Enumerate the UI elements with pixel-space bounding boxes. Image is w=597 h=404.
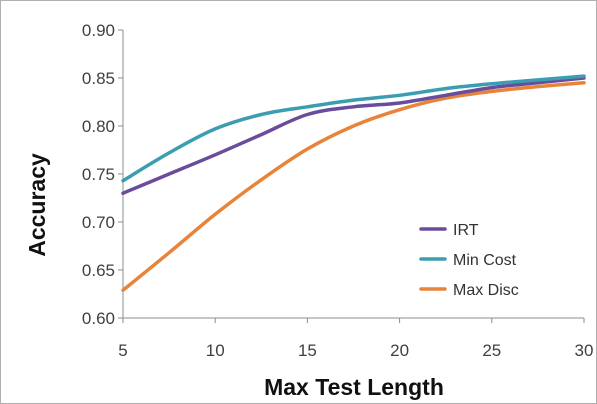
y-axis-title: Accuracy [24, 153, 50, 257]
legend-label-max-disc: Max Disc [453, 282, 519, 299]
x-tick-label: 30 [575, 341, 594, 360]
y-tick-label: 0.60 [82, 309, 115, 328]
series-line-min-cost [121, 74, 586, 183]
series-line-irt [121, 76, 586, 195]
x-tick-label: 25 [482, 341, 501, 360]
x-tick-label: 10 [206, 341, 225, 360]
y-tick-label: 0.75 [82, 165, 115, 184]
plot-area [122, 30, 584, 319]
y-tick-label: 0.80 [82, 117, 115, 136]
series-layer [121, 74, 586, 292]
legend: IRT Min Cost Max Disc [419, 222, 519, 299]
legend-label-irt: IRT [453, 222, 479, 239]
x-axis-title: Max Test Length [264, 374, 444, 400]
y-axis: 0.60 0.65 0.70 0.75 0.80 0.85 0.90 [82, 21, 123, 328]
legend-label-min-cost: Min Cost [453, 252, 517, 269]
x-axis: 5 10 15 20 25 30 [118, 318, 593, 360]
y-tick-label: 0.65 [82, 261, 115, 280]
x-tick-label: 15 [298, 341, 317, 360]
x-tick-label: 5 [118, 341, 127, 360]
series-line-max-disc [121, 81, 586, 292]
y-tick-label: 0.90 [82, 21, 115, 40]
y-tick-label: 0.85 [82, 69, 115, 88]
x-tick-label: 20 [390, 341, 409, 360]
y-tick-label: 0.70 [82, 213, 115, 232]
